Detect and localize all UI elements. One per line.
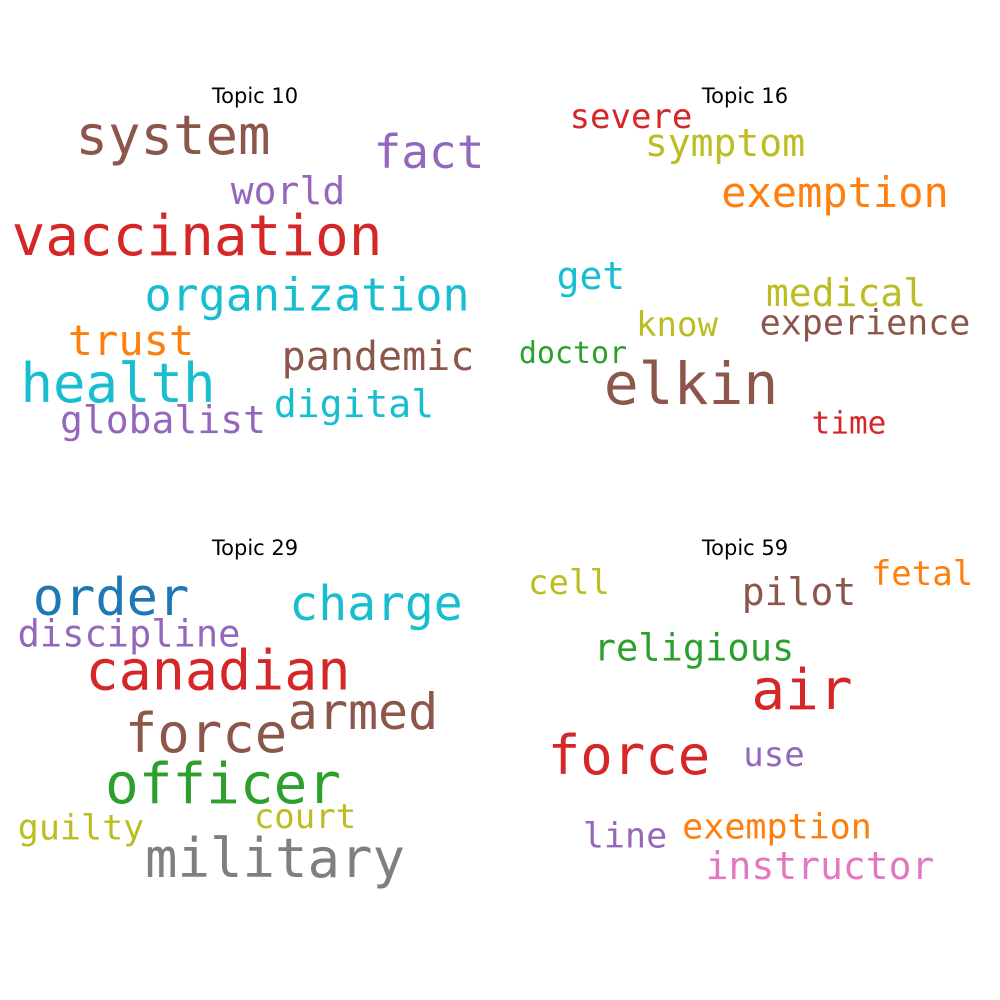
word: know bbox=[636, 305, 718, 345]
word: doctor bbox=[518, 336, 628, 371]
word: world bbox=[230, 169, 346, 213]
word: health bbox=[20, 352, 216, 415]
word: use bbox=[743, 735, 805, 775]
word: symptom bbox=[644, 121, 806, 165]
word: fact bbox=[373, 125, 485, 179]
word: system bbox=[75, 104, 271, 167]
word: organization bbox=[144, 268, 470, 322]
panel-title: Topic 10 bbox=[211, 84, 299, 108]
word: guilty bbox=[17, 808, 145, 849]
word: line bbox=[582, 816, 668, 857]
word: order bbox=[32, 568, 190, 628]
word: vaccination bbox=[11, 204, 383, 269]
word: force bbox=[124, 702, 288, 765]
wordcloud-panel-topic-10: Topic 10 system fact world vaccination o… bbox=[10, 10, 500, 470]
word: canadian bbox=[85, 638, 351, 703]
word: digital bbox=[273, 382, 435, 426]
panel-title: Topic 16 bbox=[701, 84, 789, 108]
word: pilot bbox=[741, 570, 857, 614]
panel-title: Topic 59 bbox=[701, 536, 789, 560]
word: pandemic bbox=[281, 334, 475, 380]
word: trust bbox=[67, 316, 195, 365]
wordcloud-panel-topic-59: Topic 59 cell fetal pilot religious air … bbox=[500, 462, 990, 922]
word: court bbox=[253, 797, 357, 837]
word: force bbox=[547, 724, 711, 787]
word: officer bbox=[104, 752, 342, 817]
word: elkin bbox=[603, 350, 779, 418]
wordcloud-panel-topic-29: Topic 29 order charge discipline canadia… bbox=[10, 462, 500, 922]
word: severe bbox=[569, 97, 693, 137]
word: charge bbox=[289, 576, 463, 632]
panel-title: Topic 29 bbox=[211, 536, 299, 560]
wordcloud-panel-topic-16: Topic 16 severe symptom exemption get me… bbox=[500, 10, 990, 470]
word: religious bbox=[593, 626, 795, 670]
word: cell bbox=[528, 563, 610, 603]
word: instructor bbox=[705, 844, 935, 888]
word: experience bbox=[759, 303, 971, 344]
word: military bbox=[144, 827, 406, 890]
word: exemption bbox=[721, 168, 949, 217]
word: get bbox=[556, 254, 626, 298]
word: air bbox=[751, 658, 853, 723]
word: globalist bbox=[60, 398, 266, 442]
word: medical bbox=[765, 271, 927, 315]
word: discipline bbox=[17, 612, 241, 656]
word: armed bbox=[287, 683, 439, 741]
word: exemption bbox=[682, 807, 872, 848]
word: fetal bbox=[870, 554, 974, 594]
word: time bbox=[811, 405, 887, 442]
